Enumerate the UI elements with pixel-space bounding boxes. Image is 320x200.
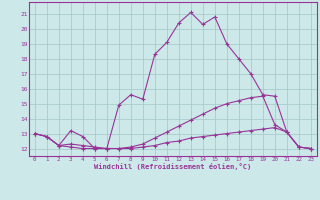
X-axis label: Windchill (Refroidissement éolien,°C): Windchill (Refroidissement éolien,°C) — [94, 163, 252, 170]
